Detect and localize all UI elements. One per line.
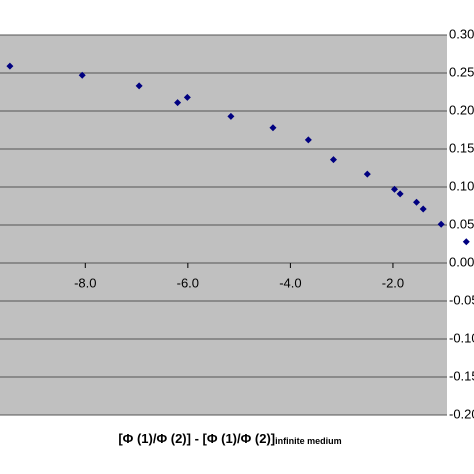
data-point <box>329 156 337 164</box>
y-tick-label: -0.15 <box>449 368 474 383</box>
data-point <box>396 190 404 198</box>
data-point <box>437 220 445 228</box>
y-tick-label: 0.25 <box>449 64 474 79</box>
data-point <box>227 112 235 120</box>
x-tick-label: -8.0 <box>74 275 96 290</box>
y-tick-label: 0.15 <box>449 140 474 155</box>
data-point <box>6 62 14 70</box>
y-tick-label: 0.20 <box>449 102 474 117</box>
x-tick-label: -6.0 <box>177 275 199 290</box>
data-point <box>78 71 86 79</box>
y-tick-label: -0.10 <box>449 330 474 345</box>
y-tick-label: 0.10 <box>449 178 474 193</box>
data-point <box>363 170 371 178</box>
data-point <box>462 238 470 246</box>
data-point <box>135 82 143 90</box>
x-tick-label: -2.0 <box>382 275 404 290</box>
data-point <box>304 136 312 144</box>
y-tick-label: 0.05 <box>449 216 474 231</box>
data-point <box>390 185 398 193</box>
x-tick-label: -4.0 <box>279 275 301 290</box>
y-tick-label: 0.30 <box>449 26 474 41</box>
y-tick-label: -0.20 <box>449 406 474 421</box>
data-point <box>413 198 421 206</box>
x-axis-title-main: [Φ (1)/Φ (2)] - [Φ (1)/Φ (2)] <box>118 431 275 446</box>
x-axis-title-sub: infinite medium <box>275 436 342 446</box>
data-point <box>269 124 277 132</box>
data-point <box>174 99 182 107</box>
data-point <box>419 205 427 213</box>
data-point <box>183 93 191 101</box>
y-tick-label: 0.00 <box>449 254 474 269</box>
y-tick-label: -0.05 <box>449 292 474 307</box>
x-axis-title: [Φ (1)/Φ (2)] - [Φ (1)/Φ (2)]infinite me… <box>118 431 341 446</box>
